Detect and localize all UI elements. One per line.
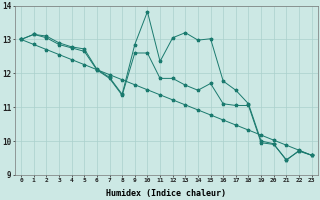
X-axis label: Humidex (Indice chaleur): Humidex (Indice chaleur) xyxy=(106,189,226,198)
